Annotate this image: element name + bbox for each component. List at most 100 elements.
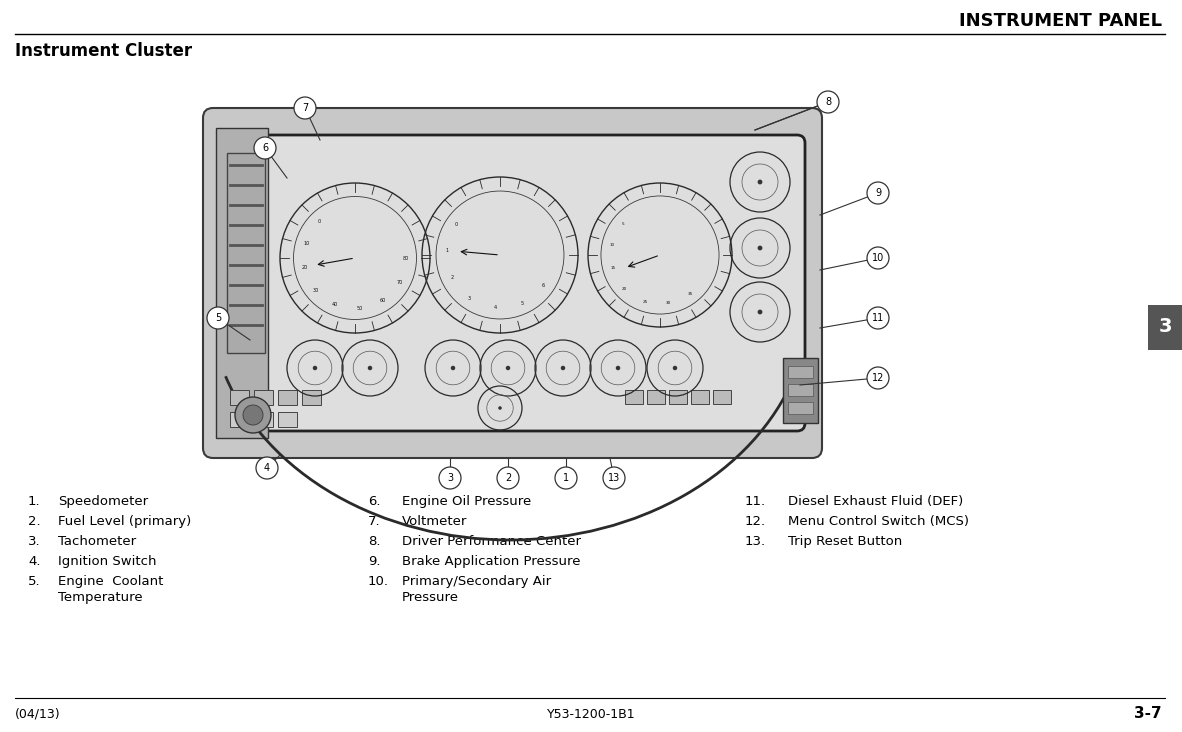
FancyBboxPatch shape bbox=[203, 108, 821, 458]
Text: 11.: 11. bbox=[745, 495, 766, 508]
Circle shape bbox=[868, 247, 889, 269]
Bar bbox=[230, 390, 249, 405]
Text: 1: 1 bbox=[563, 473, 569, 483]
Circle shape bbox=[868, 182, 889, 204]
Text: 50: 50 bbox=[356, 306, 363, 311]
Bar bbox=[788, 402, 813, 414]
Bar bbox=[278, 412, 297, 427]
Bar bbox=[230, 412, 249, 427]
Text: 6.: 6. bbox=[368, 495, 381, 508]
Text: 13.: 13. bbox=[745, 535, 766, 548]
Circle shape bbox=[256, 457, 278, 479]
Text: 7: 7 bbox=[301, 103, 309, 113]
Text: 5: 5 bbox=[215, 313, 221, 323]
Text: Brake Application Pressure: Brake Application Pressure bbox=[402, 555, 580, 568]
Text: 3: 3 bbox=[1158, 318, 1171, 337]
Text: 0: 0 bbox=[318, 220, 320, 225]
Bar bbox=[782, 358, 818, 423]
Text: 35: 35 bbox=[688, 291, 693, 296]
Text: 2: 2 bbox=[450, 275, 454, 280]
Bar bbox=[625, 390, 643, 404]
Text: 12.: 12. bbox=[745, 515, 766, 528]
Bar bbox=[669, 390, 687, 404]
Bar bbox=[713, 390, 730, 404]
Text: Y53-1200-1B1: Y53-1200-1B1 bbox=[547, 708, 635, 720]
Text: Voltmeter: Voltmeter bbox=[402, 515, 467, 528]
Text: Pressure: Pressure bbox=[402, 591, 459, 604]
Text: 7.: 7. bbox=[368, 515, 381, 528]
Bar bbox=[301, 390, 322, 405]
Text: 70: 70 bbox=[396, 280, 403, 285]
Bar bbox=[254, 412, 273, 427]
Text: 8: 8 bbox=[825, 97, 831, 107]
Circle shape bbox=[207, 307, 229, 329]
Text: 30: 30 bbox=[665, 301, 671, 305]
Text: 8.: 8. bbox=[368, 535, 381, 548]
Text: 60: 60 bbox=[379, 298, 385, 303]
Bar bbox=[788, 384, 813, 396]
Circle shape bbox=[758, 246, 762, 250]
Text: 2: 2 bbox=[505, 473, 511, 483]
Circle shape bbox=[294, 97, 316, 119]
Text: 20: 20 bbox=[622, 287, 628, 291]
Text: 0: 0 bbox=[455, 222, 459, 227]
Text: (04/13): (04/13) bbox=[15, 708, 60, 720]
Text: 4: 4 bbox=[264, 463, 269, 473]
Text: 4: 4 bbox=[494, 305, 496, 310]
Circle shape bbox=[603, 467, 625, 489]
Bar bbox=[691, 390, 709, 404]
Bar bbox=[227, 153, 265, 353]
Bar bbox=[1148, 305, 1182, 350]
Text: 3: 3 bbox=[447, 473, 453, 483]
Text: 6: 6 bbox=[541, 283, 545, 288]
Circle shape bbox=[616, 366, 621, 370]
Text: 3: 3 bbox=[468, 296, 472, 301]
Text: 5.: 5. bbox=[28, 575, 40, 588]
Circle shape bbox=[439, 467, 461, 489]
Circle shape bbox=[560, 366, 565, 370]
Text: INSTRUMENT PANEL: INSTRUMENT PANEL bbox=[959, 12, 1162, 30]
Text: 10.: 10. bbox=[368, 575, 389, 588]
Text: 4.: 4. bbox=[28, 555, 40, 568]
Text: 10: 10 bbox=[610, 243, 615, 247]
Text: 3-7: 3-7 bbox=[1135, 706, 1162, 722]
Text: 25: 25 bbox=[642, 299, 648, 304]
Text: Tachometer: Tachometer bbox=[58, 535, 136, 548]
Circle shape bbox=[868, 367, 889, 389]
Text: 40: 40 bbox=[332, 302, 338, 307]
Text: 9.: 9. bbox=[368, 555, 381, 568]
Text: 5: 5 bbox=[521, 301, 524, 305]
Circle shape bbox=[506, 366, 511, 370]
Circle shape bbox=[450, 366, 455, 370]
Text: 10: 10 bbox=[303, 241, 310, 246]
Circle shape bbox=[243, 405, 264, 425]
Text: 10: 10 bbox=[872, 253, 884, 263]
Text: Engine  Coolant: Engine Coolant bbox=[58, 575, 163, 588]
Circle shape bbox=[556, 467, 577, 489]
Bar bbox=[788, 366, 813, 378]
Circle shape bbox=[673, 366, 677, 370]
Circle shape bbox=[235, 397, 271, 433]
Text: 9: 9 bbox=[875, 188, 881, 198]
FancyBboxPatch shape bbox=[260, 135, 805, 431]
Text: 12: 12 bbox=[872, 373, 884, 383]
Bar bbox=[216, 128, 268, 438]
Text: Diesel Exhaust Fluid (DEF): Diesel Exhaust Fluid (DEF) bbox=[788, 495, 963, 508]
Text: Temperature: Temperature bbox=[58, 591, 143, 604]
Circle shape bbox=[496, 467, 519, 489]
Text: 80: 80 bbox=[403, 256, 409, 261]
Circle shape bbox=[313, 366, 317, 370]
Text: 6: 6 bbox=[262, 143, 268, 153]
Bar bbox=[647, 390, 665, 404]
Circle shape bbox=[368, 366, 372, 370]
Text: 2.: 2. bbox=[28, 515, 40, 528]
Text: Menu Control Switch (MCS): Menu Control Switch (MCS) bbox=[788, 515, 969, 528]
Text: 5: 5 bbox=[622, 222, 624, 225]
Text: Trip Reset Button: Trip Reset Button bbox=[788, 535, 902, 548]
Text: Speedometer: Speedometer bbox=[58, 495, 148, 508]
Circle shape bbox=[254, 137, 277, 159]
Circle shape bbox=[868, 307, 889, 329]
Text: Driver Performance Center: Driver Performance Center bbox=[402, 535, 582, 548]
Text: Primary/Secondary Air: Primary/Secondary Air bbox=[402, 575, 551, 588]
Text: 13: 13 bbox=[608, 473, 621, 483]
